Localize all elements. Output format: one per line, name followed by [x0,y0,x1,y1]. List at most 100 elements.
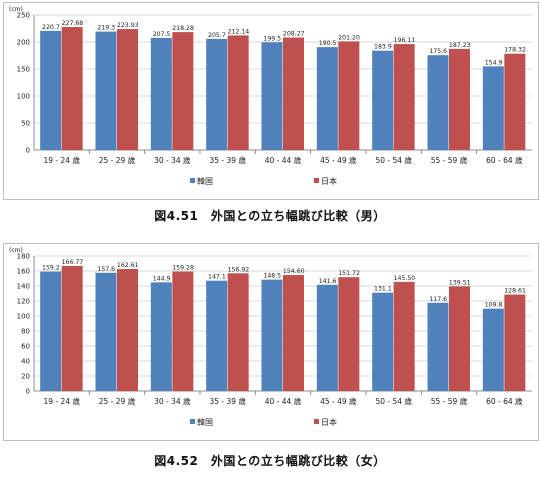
x-tick-label: 50 - 54 歳 [375,155,412,165]
data-label: 147.1 [208,274,226,281]
bar-korea [261,42,283,150]
x-tick-label: 45 - 49 歳 [320,396,357,406]
bar-japan [227,35,249,151]
chart-men: (cm) 0 50 100 150 200 250 19 - 24 歳 220.7 227.68 2… [3,2,539,200]
caption-men: 図4.51 外国との立ち幅跳び比較（男） [154,209,386,223]
bar-korea [482,66,504,150]
data-label: 141.6 [319,278,337,285]
chart-women: (cm) 0 20 40 60 80 100 120 140 160 180 19 - 24 歳 159… [3,243,539,441]
bar-japan [61,265,83,391]
legend-label: 韓国 [197,176,213,186]
data-label: 131.1 [374,286,392,293]
bar-japan [117,29,138,150]
x-tick-label: 40 - 44 歳 [265,396,302,406]
bar-korea [206,38,228,151]
y-tick-label: 100 [17,93,30,101]
y-tick-label: 20 [21,373,30,381]
data-label: 157.6 [97,266,115,273]
bar-japan [449,286,470,391]
x-tick-label: 19 - 24 歳 [43,396,80,406]
data-label: 201.20 [338,34,360,41]
y-tick-label: 60 [21,343,30,351]
data-label: 183.9 [374,44,392,51]
data-label: 154.60 [283,268,305,275]
bar-korea [150,282,172,391]
bar-japan [504,53,526,150]
legend-swatch [314,419,319,424]
bar-japan [227,273,249,391]
data-label: 148.5 [263,273,281,280]
x-tick-label: 45 - 49 歳 [320,155,357,165]
y-tick-label: 140 [17,283,30,291]
y-tick-label: 40 [21,358,30,366]
bar-korea [427,55,449,151]
bar-japan [61,27,83,151]
y-tick-label: 50 [21,120,30,128]
x-tick-label: 55 - 59 歳 [431,396,468,406]
y-tick-label: 160 [17,268,30,276]
x-tick-label: 55 - 59 歳 [431,155,468,165]
data-label: 190.5 [319,40,337,47]
bar-japan [449,48,470,151]
bar-korea [316,47,338,150]
bar-korea [95,31,117,150]
legend-swatch [190,419,195,424]
x-tick-label: 25 - 29 歳 [99,155,136,165]
bar-korea [206,280,228,391]
data-label: 187.23 [449,42,471,49]
data-label: 196.11 [394,37,416,44]
bar-korea [95,272,117,391]
data-label: 178.32 [504,47,526,54]
bar-japan [172,32,194,150]
bar-japan [504,294,526,391]
data-label: 219.3 [97,25,115,32]
bar-japan [172,271,194,391]
y-tick-label: 80 [21,328,30,336]
unit-label: (cm) [9,6,23,13]
x-tick-label: 25 - 29 歳 [99,396,136,406]
y-tick-label: 150 [17,66,30,74]
x-tick-label: 40 - 44 歳 [265,155,302,165]
y-tick-label: 120 [17,298,30,306]
data-label: 109.8 [485,302,503,309]
data-label: 207.5 [153,31,171,38]
bar-japan [117,269,138,391]
data-label: 162.61 [117,262,139,269]
bar-korea [150,37,172,151]
data-label: 139.51 [449,279,471,286]
x-tick-label: 30 - 34 歳 [154,155,191,165]
unit-label: (cm) [9,247,23,254]
bar-japan [283,275,304,391]
bar-korea [261,279,283,391]
x-tick-label: 30 - 34 歳 [154,396,191,406]
data-label: 144.9 [153,275,171,282]
data-label: 128.61 [504,288,526,295]
bar-japan [283,37,304,151]
data-label: 156.92 [228,266,250,273]
x-tick-label: 35 - 39 歳 [209,155,246,165]
x-tick-label: 60 - 64 歳 [486,155,523,165]
y-tick-label: 200 [17,39,30,47]
legend-label: 韓国 [197,417,213,427]
data-label: 227.68 [62,20,84,27]
data-label: 199.5 [263,35,281,42]
data-label: 220.7 [42,24,60,31]
y-tick-label: 180 [17,253,30,261]
bar-korea [40,271,62,391]
x-tick-label: 35 - 39 歳 [209,396,246,406]
y-tick-label: 100 [17,313,30,321]
legend-label: 日本 [321,176,337,186]
data-label: 151.72 [338,270,360,277]
bar-korea [40,30,62,151]
data-label: 223.93 [117,22,139,29]
bar-japan [393,281,415,391]
legend-label: 日本 [321,417,337,427]
data-label: 159.28 [172,265,194,272]
bar-korea [482,308,504,391]
data-label: 205.7 [208,32,226,39]
bar-korea [316,284,338,391]
data-label: 117.6 [429,296,447,303]
bar-korea [427,302,449,391]
data-label: 218.28 [172,25,194,32]
